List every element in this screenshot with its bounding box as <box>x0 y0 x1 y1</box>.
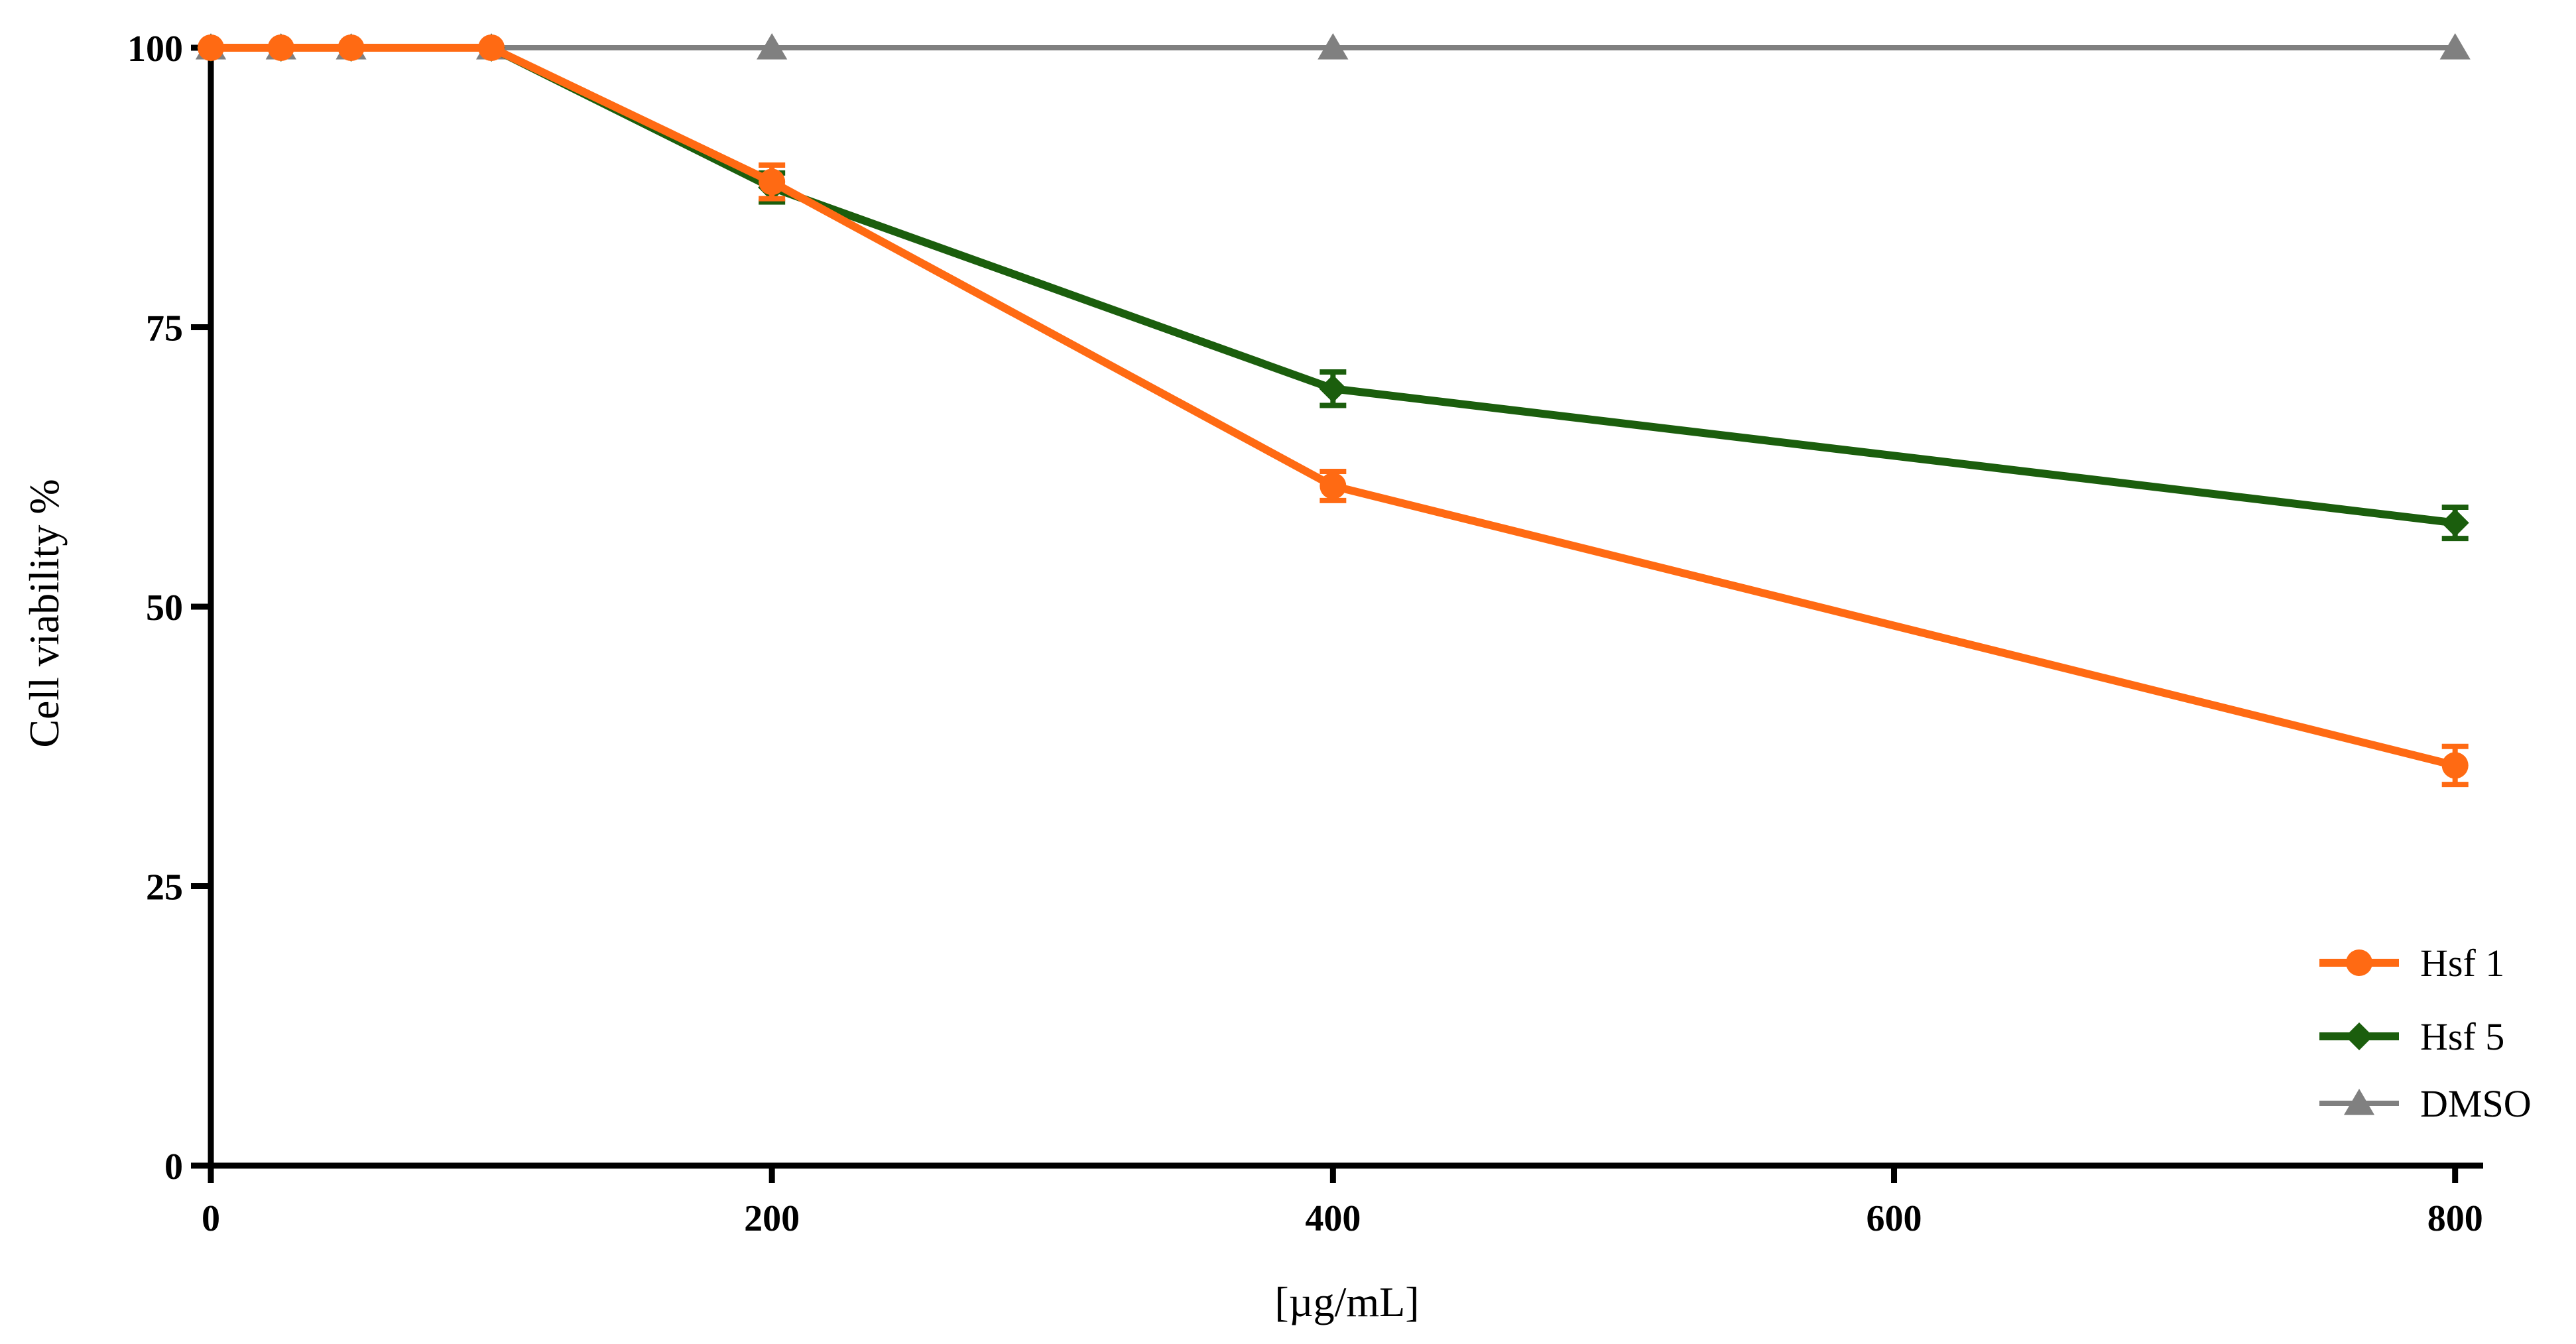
y-axis-title: Cell viability % <box>21 479 68 747</box>
legend-item-hsf-1: Hsf 1 <box>2319 942 2504 985</box>
data-point <box>1319 375 1347 403</box>
y-tick-label: 0 <box>164 1146 183 1188</box>
x-tick-label: 200 <box>744 1198 800 1239</box>
legend-label: Hsf 1 <box>2420 942 2504 985</box>
series-layer <box>195 33 2471 788</box>
data-point <box>337 34 365 61</box>
y-tick-label: 100 <box>127 29 183 70</box>
data-point <box>267 34 294 61</box>
y-axis-ticks: 0 25 50 75 100 <box>127 29 211 1188</box>
data-point <box>2345 1022 2373 1050</box>
data-point <box>757 33 788 60</box>
data-point <box>2441 752 2469 779</box>
data-point <box>1319 472 1347 499</box>
y-tick-label: 50 <box>146 587 183 629</box>
series-hsf-5 <box>197 34 2469 542</box>
data-point <box>759 168 786 196</box>
legend-item-hsf-5: Hsf 5 <box>2319 1015 2504 1058</box>
legend-item-dmso: DMSO <box>2319 1082 2532 1125</box>
data-point <box>478 34 505 61</box>
series-hsf-1 <box>198 34 2469 788</box>
x-axis-ticks: 0 200 400 600 800 <box>202 1166 2483 1239</box>
series-dmso <box>195 33 2471 60</box>
data-point <box>198 34 224 61</box>
x-tick-label: 400 <box>1305 1198 1361 1239</box>
x-tick-label: 0 <box>202 1198 220 1239</box>
series-line <box>211 44 2456 527</box>
data-point <box>2343 1089 2375 1115</box>
x-tick-label: 800 <box>2427 1198 2483 1239</box>
x-axis-title: [µg/mL] <box>1274 1278 1419 1325</box>
y-tick-label: 25 <box>146 867 183 908</box>
data-point <box>2346 949 2372 976</box>
legend-label: DMSO <box>2420 1082 2532 1125</box>
data-point <box>1318 33 1349 60</box>
axes <box>208 41 2483 1169</box>
data-point <box>2441 509 2469 537</box>
legend: Hsf 1 Hsf 5 DMSO <box>2319 942 2532 1125</box>
y-tick-label: 75 <box>146 308 183 349</box>
x-tick-label: 600 <box>1867 1198 1922 1239</box>
legend-label: Hsf 5 <box>2420 1015 2504 1058</box>
data-point <box>2439 33 2471 60</box>
